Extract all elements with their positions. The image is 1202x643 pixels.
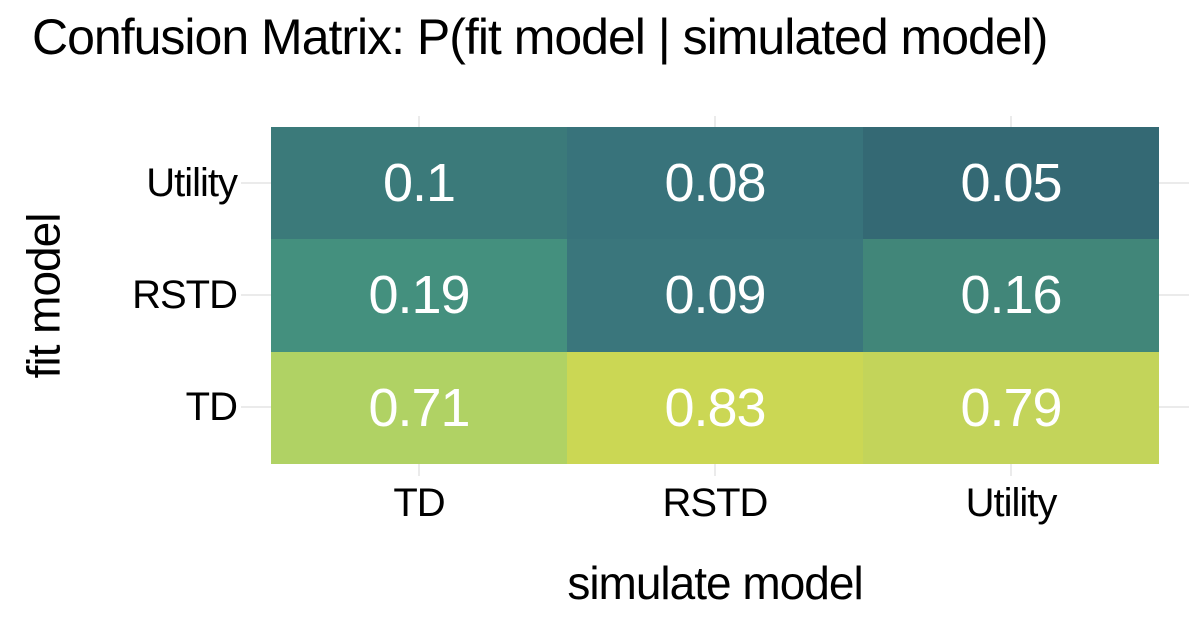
heatmap-cell-utility-td: 0.1 [271, 127, 567, 240]
heatmap-cell-rstd-rstd: 0.09 [567, 239, 863, 352]
heatmap-cell-td-td: 0.71 [271, 351, 567, 464]
x-tick-label-utility: Utility [965, 481, 1058, 525]
x-tick-label-rstd: RSTD [662, 481, 769, 525]
y-axis-title: fit model [0, 116, 86, 476]
heatmap-cell-rstd-utility: 0.16 [863, 239, 1159, 352]
heatmap-grid: 0.1 0.08 0.05 0.19 0.09 0.16 0.71 0.83 0… [271, 127, 1159, 464]
heatmap-cell-utility-utility: 0.05 [863, 127, 1159, 240]
y-axis-title-text: fit model [17, 213, 70, 379]
y-tick-label-rstd: RSTD [132, 273, 238, 317]
x-tick-label-td: TD [393, 481, 445, 525]
heatmap-cell-utility-rstd: 0.08 [567, 127, 863, 240]
y-tick-label-td: TD [185, 385, 238, 429]
y-tick-label-utility: Utility [146, 161, 238, 205]
chart-title: Confusion Matrix: P(fit model | simulate… [32, 9, 1048, 65]
heatmap-cell-td-utility: 0.79 [863, 351, 1159, 464]
x-axis-title: simulate model [567, 557, 863, 609]
heatmap-cell-td-rstd: 0.83 [567, 351, 863, 464]
heatmap-cell-rstd-td: 0.19 [271, 239, 567, 352]
